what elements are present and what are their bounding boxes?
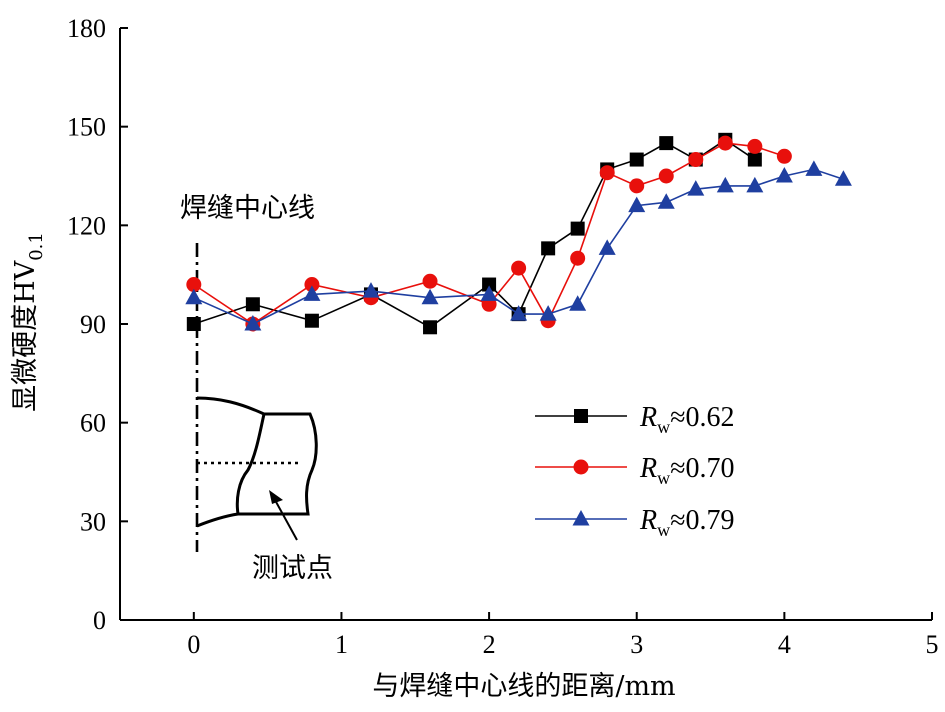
legend-label-subscript: w	[657, 417, 670, 437]
data-point-triangle	[480, 285, 498, 301]
data-point-triangle	[244, 315, 262, 331]
data-point-triangle	[303, 285, 321, 301]
data-point-square	[423, 320, 438, 335]
x-axis-title: 与焊缝中心线的距离/mm	[372, 671, 675, 702]
legend-label-symbol: R	[639, 453, 657, 484]
series-square	[186, 132, 762, 335]
legend-item: Rw≈0.70	[535, 453, 734, 488]
data-point-triangle	[598, 239, 616, 255]
data-point-square	[570, 221, 585, 236]
series-triangle	[185, 160, 852, 331]
data-point-triangle	[539, 305, 557, 321]
data-point-triangle	[185, 288, 203, 305]
data-point-square	[629, 152, 644, 167]
data-point-square	[659, 136, 674, 151]
data-point-circle	[629, 178, 645, 194]
x-tick-label: 1	[335, 630, 348, 659]
data-point-triangle	[657, 193, 675, 209]
y-tick-label: 180	[67, 14, 106, 43]
legend-marker-square	[574, 409, 588, 423]
data-point-square	[541, 241, 556, 256]
data-point-triangle	[687, 180, 705, 196]
data-point-triangle	[569, 295, 587, 311]
y-tick-label: 30	[80, 507, 106, 536]
data-point-circle	[688, 152, 704, 168]
test-point-label: 测试点	[252, 553, 333, 584]
centerline-label: 焊缝中心线	[180, 193, 315, 224]
y-axis-title-subscript: 0.1	[26, 232, 47, 261]
x-tick-label: 2	[483, 630, 496, 659]
legend-label-subscript: w	[657, 520, 670, 540]
series-circle	[186, 135, 792, 332]
weld-cross-section-outline	[196, 396, 318, 516]
weld-bottom-edge	[196, 512, 239, 528]
data-point-circle	[658, 168, 674, 184]
data-point-circle	[511, 260, 527, 276]
data-point-square	[482, 277, 497, 292]
test-point-arrow-shaft	[274, 499, 298, 541]
data-point-triangle	[628, 196, 646, 213]
y-tick-label: 60	[80, 409, 106, 438]
legend-marker-triangle	[572, 510, 590, 526]
y-tick-label: 0	[93, 606, 106, 635]
series-layer	[185, 132, 852, 335]
legend-label-subscript: w	[657, 468, 670, 488]
y-tick-label: 150	[67, 113, 106, 142]
weld-schematic	[195, 243, 318, 552]
series-line-circle	[193, 142, 785, 325]
data-point-circle	[599, 165, 615, 181]
data-point-triangle	[362, 282, 380, 298]
data-point-square	[304, 313, 319, 328]
data-point-circle	[776, 148, 792, 164]
data-point-square	[747, 152, 762, 167]
legend-label-symbol: R	[639, 402, 657, 433]
x-tick-label: 3	[630, 630, 643, 659]
data-point-triangle	[746, 176, 764, 193]
test-point-arrowhead	[269, 490, 283, 504]
data-point-triangle	[775, 167, 793, 183]
series-line-triangle	[193, 168, 844, 325]
y-axis-title: 显微硬度HV0.1	[10, 232, 47, 412]
x-tick-label: 4	[778, 630, 791, 659]
legend-item: Rw≈0.62	[535, 402, 734, 437]
y-tick-label: 90	[80, 310, 106, 339]
data-point-triangle	[421, 288, 439, 305]
legend-label: Rw≈0.70	[639, 453, 734, 488]
axes	[119, 27, 933, 621]
data-point-triangle	[834, 170, 852, 186]
data-point-triangle	[805, 160, 823, 176]
y-tick-labels: 0 30 60 90 120 150 180	[67, 14, 106, 635]
data-point-circle	[747, 138, 763, 154]
data-point-circle	[186, 277, 202, 293]
x-tick-label: 5	[926, 630, 939, 659]
legend-label: Rw≈0.62	[639, 402, 734, 437]
data-point-circle	[304, 277, 320, 293]
data-point-circle	[717, 135, 733, 151]
legend-label-symbol: R	[639, 505, 657, 536]
y-axis-title-main: 显微硬度HV	[10, 260, 41, 412]
data-point-triangle	[716, 176, 734, 193]
legend-label-value: ≈0.79	[670, 505, 734, 536]
data-point-square	[186, 317, 201, 331]
legend-label: Rw≈0.79	[639, 505, 734, 540]
legend-label-value: ≈0.62	[670, 402, 734, 433]
x-tick-label: 0	[187, 630, 200, 659]
x-tick-labels: 0 1 2 3 4 5	[187, 630, 938, 659]
data-point-circle	[570, 250, 586, 266]
data-point-triangle	[510, 305, 528, 321]
data-point-circle	[422, 273, 438, 289]
legend-label-value: ≈0.70	[670, 453, 734, 484]
legend-marker-circle	[573, 459, 589, 475]
data-point-square	[245, 297, 260, 312]
y-tick-label: 120	[67, 211, 106, 240]
legend-item: Rw≈0.79	[535, 505, 734, 540]
